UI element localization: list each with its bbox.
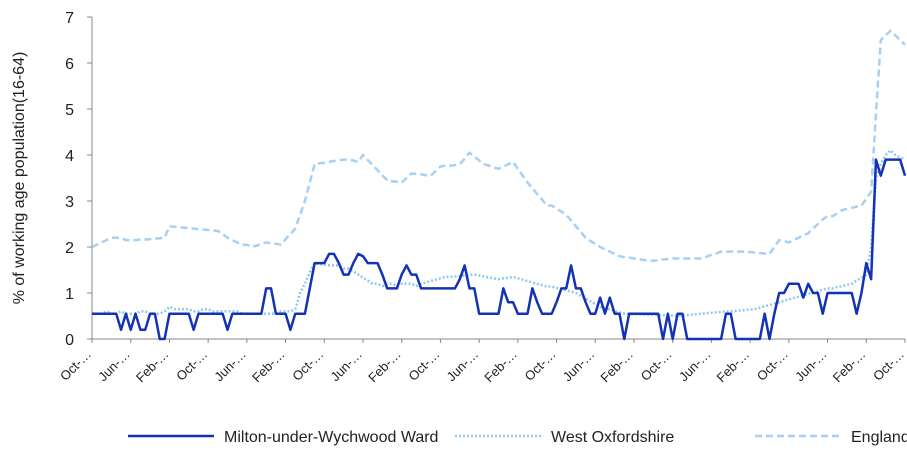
x-tick-label: Oct-… xyxy=(638,347,675,384)
legend-label: England xyxy=(851,429,907,446)
y-tick-label: 5 xyxy=(65,102,74,119)
y-tick-label: 1 xyxy=(65,286,74,303)
y-tick-label: 3 xyxy=(65,194,74,211)
series-line xyxy=(92,149,906,318)
x-tick-label: Jun-… xyxy=(560,347,598,385)
x-tick-label: Feb-… xyxy=(714,347,753,386)
y-tick-label: 0 xyxy=(65,332,74,349)
x-tick-label: Feb-… xyxy=(830,347,869,386)
x-tick-label: Jun-… xyxy=(676,347,714,385)
x-tick-label: Oct-… xyxy=(405,347,442,384)
x-tick-label: Oct-… xyxy=(522,347,559,384)
x-tick-label: Oct-… xyxy=(289,347,326,384)
legend-label: West Oxfordshire xyxy=(551,429,674,446)
x-tick-label: Jun-… xyxy=(211,347,249,385)
legend-label: Milton-under-Wychwood Ward xyxy=(224,429,438,446)
x-tick-label: Oct-… xyxy=(870,347,907,384)
x-tick-label: Feb-… xyxy=(481,347,520,386)
x-tick-label: Oct-… xyxy=(173,347,210,384)
x-tick-label: Feb-… xyxy=(133,347,172,386)
y-tick-label: 7 xyxy=(65,10,74,27)
y-tick-label: 4 xyxy=(65,148,74,165)
x-tick-label: Feb-… xyxy=(365,347,404,386)
x-tick-label: Oct-… xyxy=(57,347,94,384)
series-line xyxy=(91,29,906,263)
x-tick-label: Jun-… xyxy=(95,347,133,385)
x-tick-label: Jun-… xyxy=(327,347,365,385)
x-tick-label: Jun-… xyxy=(792,347,830,385)
y-axis-label: % of working age population(16-64) xyxy=(11,52,28,305)
series-line xyxy=(92,158,907,341)
x-tick-label: Feb-… xyxy=(597,347,636,386)
x-tick-label: Oct-… xyxy=(754,347,791,384)
y-tick-label: 6 xyxy=(65,56,74,73)
x-tick-label: Feb-… xyxy=(249,347,288,386)
x-tick-label: Jun-… xyxy=(444,347,482,385)
y-tick-label: 2 xyxy=(65,240,74,257)
